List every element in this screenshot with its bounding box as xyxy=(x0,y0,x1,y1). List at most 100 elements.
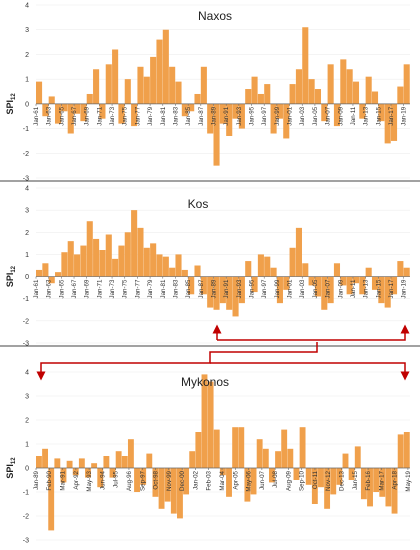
x-tick-label: Jan-15 xyxy=(375,279,382,298)
bar xyxy=(308,79,315,104)
x-tick-label: Jan-61 xyxy=(33,279,40,298)
bar xyxy=(118,245,125,277)
bar xyxy=(281,429,288,468)
bar xyxy=(321,103,328,122)
x-tick-label: Jan-87 xyxy=(198,279,205,298)
bar xyxy=(131,103,138,127)
bar xyxy=(124,79,131,104)
bar xyxy=(264,256,271,277)
bar xyxy=(397,86,404,104)
bar xyxy=(112,258,119,277)
bar xyxy=(295,69,302,104)
bar xyxy=(276,276,283,304)
x-tick-label: Jan-75 xyxy=(122,279,129,298)
x-tick-label: Jan-03 xyxy=(299,106,306,125)
bar xyxy=(42,263,49,277)
bar xyxy=(61,103,68,112)
x-tick-label: Jan-63 xyxy=(46,106,53,125)
bar xyxy=(36,81,43,104)
x-tick-label: Jan-73 xyxy=(109,106,116,125)
x-tick-label: Jan-03 xyxy=(299,279,306,298)
x-tick-label: Jan-09 xyxy=(337,279,344,298)
bar xyxy=(42,448,49,468)
x-tick-label: Jan-67 xyxy=(71,106,78,125)
x-tick-label: Jul-08 xyxy=(272,470,279,487)
x-tick-label: Jan-91 xyxy=(223,279,230,298)
bar xyxy=(251,276,258,293)
bar xyxy=(207,276,214,308)
bar xyxy=(177,468,183,519)
x-tick-label: Jan-89 xyxy=(210,279,217,298)
bar xyxy=(162,256,169,277)
panel-title: Mykonos xyxy=(181,375,229,389)
bar xyxy=(158,468,165,509)
bar xyxy=(162,29,169,104)
y-axis-label: SPI12 xyxy=(5,457,17,479)
bar xyxy=(403,432,410,468)
x-tick-label: Jan-11 xyxy=(350,106,357,125)
bar xyxy=(103,456,110,468)
x-tick-label: Jan-99 xyxy=(274,106,281,125)
x-tick-label: Mar-17 xyxy=(378,470,385,490)
bar xyxy=(97,468,104,488)
x-tick-label: May-19 xyxy=(405,470,412,491)
bar xyxy=(164,468,171,502)
bar xyxy=(140,468,147,485)
bar xyxy=(333,263,341,277)
x-tick-label: Jan-69 xyxy=(84,279,91,298)
bar xyxy=(302,263,309,277)
x-tick-label: Jan-05 xyxy=(312,106,319,125)
x-tick-label: Feb-16 xyxy=(365,470,372,490)
x-tick-label: Jan-77 xyxy=(134,279,141,298)
bar xyxy=(346,69,353,104)
bar xyxy=(219,468,226,476)
x-tick-label: Jan-73 xyxy=(109,279,116,298)
bar xyxy=(257,254,264,277)
bar xyxy=(67,241,74,277)
bar xyxy=(150,56,157,104)
x-tick-label: Jan-09 xyxy=(337,106,344,125)
bar xyxy=(340,59,347,104)
bar xyxy=(78,458,85,468)
bar xyxy=(276,103,283,119)
bar xyxy=(367,468,373,507)
bar xyxy=(314,89,322,104)
y-axis-label-main: SPI xyxy=(5,464,15,479)
bar xyxy=(384,276,391,308)
x-tick-label: Jan-01 xyxy=(287,106,294,125)
y-tick-label: 0 xyxy=(25,101,29,108)
y-tick-label: 3 xyxy=(25,208,29,215)
x-tick-label: Jan-19 xyxy=(401,106,408,125)
bar xyxy=(371,276,379,290)
x-tick-label: Jan-89 xyxy=(33,470,40,489)
x-tick-label: Nov-99 xyxy=(166,470,173,491)
bar xyxy=(251,76,258,104)
bar xyxy=(397,434,404,468)
panel-mykonos: 4 3 2 1 0 -1 -2 -3 SPI12 Jan-89 Feb-90 Mar-91 Apr-92… xyxy=(5,370,412,545)
bar xyxy=(270,267,277,277)
bar xyxy=(201,374,208,468)
x-tick-label: Jan-71 xyxy=(96,279,103,298)
x-tick-label: Jul-95 xyxy=(113,470,120,487)
y-tick-label: -1 xyxy=(23,126,29,133)
bar xyxy=(275,451,281,468)
bar xyxy=(245,261,252,277)
y-tick-label: 2 xyxy=(25,418,29,425)
x-tick-label: Apr-18 xyxy=(392,470,399,489)
x-tick-label: Jan-99 xyxy=(274,279,281,298)
x-tick-label: Jan-83 xyxy=(172,106,179,125)
bar xyxy=(150,243,157,277)
x-tick-label: Jan-93 xyxy=(236,106,243,125)
bar xyxy=(54,458,61,468)
x-tick-label: Jan-17 xyxy=(388,279,395,298)
bar xyxy=(61,252,68,277)
bar xyxy=(308,276,315,286)
bar xyxy=(143,76,150,104)
x-tick-label: Jan-07 xyxy=(325,106,332,125)
y-tick-label: 4 xyxy=(25,3,29,10)
bar xyxy=(289,84,296,104)
bar xyxy=(390,103,398,141)
bar xyxy=(311,468,318,504)
bar xyxy=(250,468,257,495)
bar xyxy=(188,103,195,112)
